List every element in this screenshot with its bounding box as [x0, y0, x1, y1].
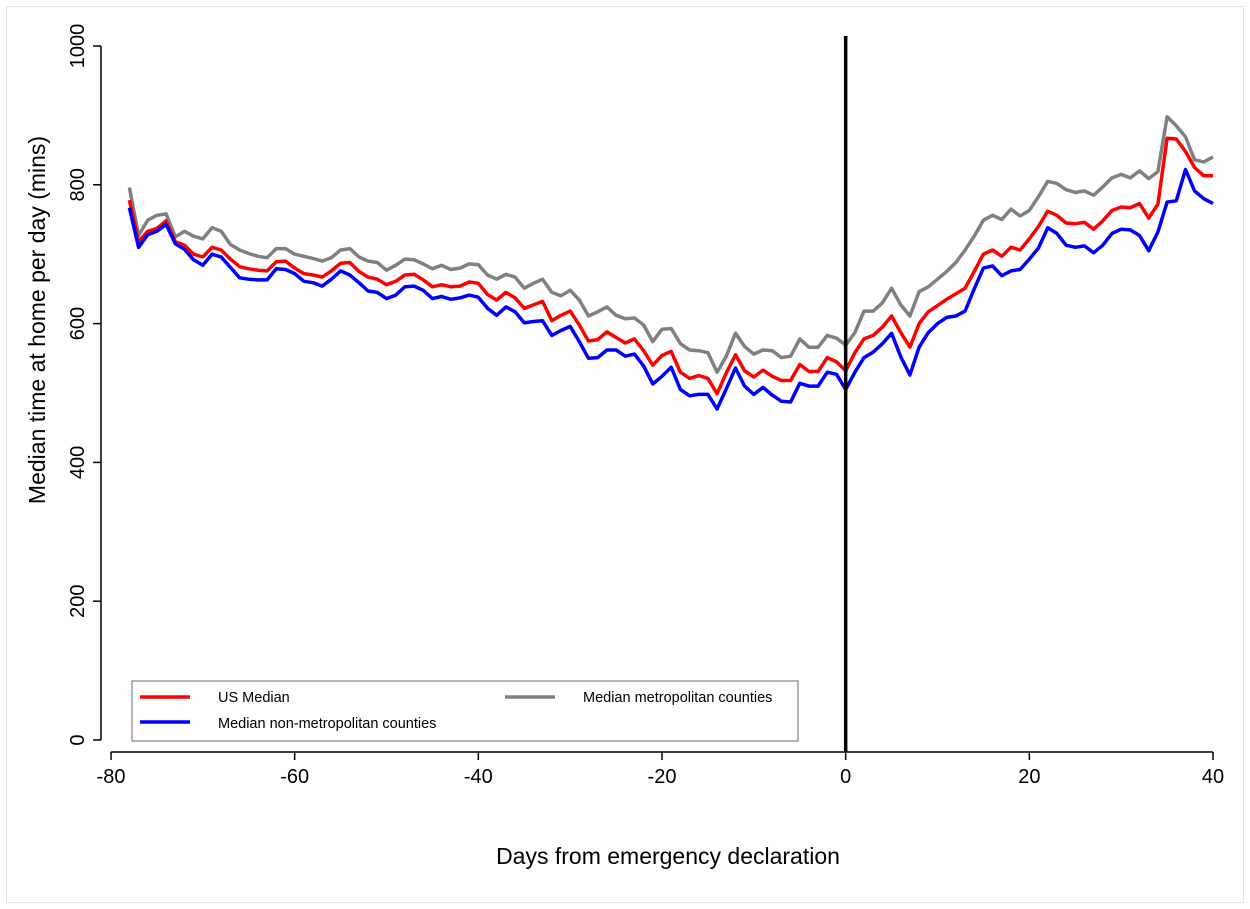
- y-tick-label: 400: [67, 446, 89, 479]
- y-tick-label: 0: [67, 734, 89, 745]
- axes: 0 200 400 600 800 1000 -80 -60 -40 -20 0 20 40: [67, 24, 1224, 788]
- series-layer: [127, 115, 1214, 411]
- legend-box: [131, 680, 799, 742]
- y-tick-label: 600: [67, 307, 89, 340]
- legend-label-us-median: US Median: [218, 690, 290, 706]
- x-ticks: -80 -60 -40 -20 0 20 40: [97, 752, 1224, 788]
- x-axis-title: Days from emergency declaration: [496, 843, 840, 869]
- x-tick-label: -20: [648, 766, 677, 788]
- x-tick-label: -40: [464, 766, 493, 788]
- y-ticks: 0 200 400 600 800 1000: [67, 24, 101, 746]
- legend-label-non-metropolitan: Median non-metropolitan counties: [218, 716, 436, 732]
- y-tick-label: 1000: [67, 24, 89, 69]
- series-line-median-non-metropolitan-counties: [127, 167, 1214, 411]
- series-line-us-median: [127, 136, 1213, 396]
- x-tick-label: 40: [1202, 766, 1224, 788]
- y-axis-title: Median time at home per day (mins): [24, 136, 50, 504]
- chart-frame: [6, 6, 1244, 903]
- x-tick-label: -80: [97, 766, 126, 788]
- x-tick-label: -60: [280, 766, 309, 788]
- legend-label-metropolitan: Median metropolitan counties: [583, 690, 772, 706]
- x-tick-label: 0: [840, 766, 851, 788]
- series-line-median-metropolitan-counties: [127, 115, 1214, 374]
- y-tick-label: 200: [67, 585, 89, 618]
- legend: US Median Median metropolitan counties M…: [131, 680, 799, 742]
- y-tick-label: 800: [67, 168, 89, 201]
- x-tick-label: 20: [1018, 766, 1040, 788]
